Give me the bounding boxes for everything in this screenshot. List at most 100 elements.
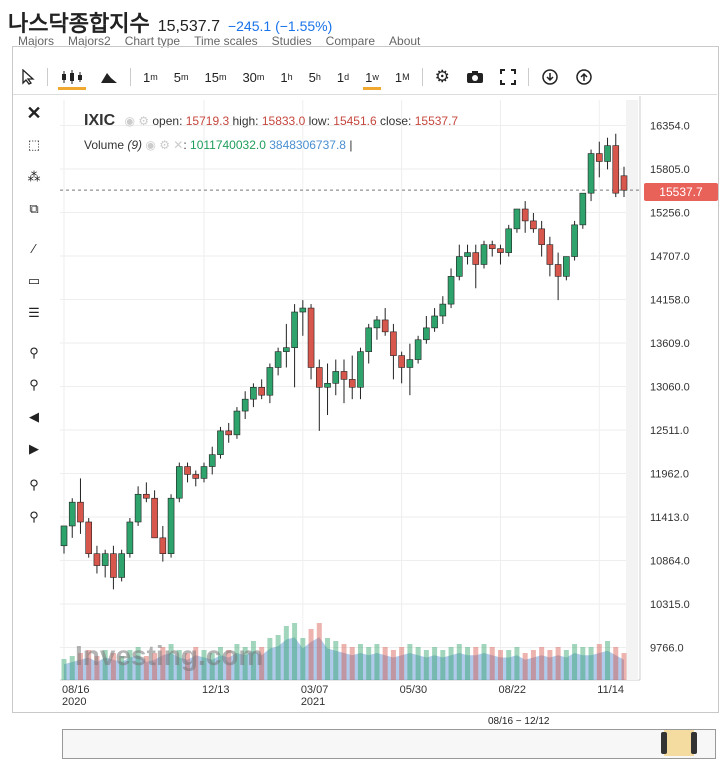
volume-value-1: 1011740032.0 <box>190 138 266 152</box>
index-change: −245.1 (−1.55%) <box>227 18 333 34</box>
low-value: 15451.6 <box>333 114 377 128</box>
fullscreen-icon <box>499 69 516 85</box>
navigator-range-label: 08/16 − 12/12 <box>488 716 550 727</box>
toolbar-separator <box>130 68 131 86</box>
navigator-selection[interactable] <box>664 730 694 756</box>
gear-icon: ⚙ <box>434 67 450 86</box>
index-price: 15,537.7 <box>157 18 220 35</box>
toolbar-separator <box>527 68 529 86</box>
download-icon <box>542 69 558 85</box>
timeframe-button[interactable]: 15 m <box>196 60 234 94</box>
menu-item[interactable]: Majors <box>18 34 55 48</box>
area-type-button[interactable] <box>92 60 126 94</box>
timeframe-unit: m <box>218 72 227 82</box>
close-label: close: <box>380 114 412 128</box>
rectangle-tool-icon[interactable]: ▭ <box>27 273 41 288</box>
high-label: high: <box>232 114 259 128</box>
timeframe-unit: w <box>372 72 379 82</box>
volume-legend: Volume (9) ◉ ⚙ ✕: 1011740032.0 384830673… <box>84 138 353 152</box>
index-name: 나스닥종합지수 <box>8 11 150 36</box>
navigator-right-handle[interactable] <box>691 732 697 754</box>
scroll-right-icon[interactable]: ▶ <box>29 441 39 456</box>
select-tool-icon[interactable]: ⬚ <box>27 137 41 152</box>
timeframe-value: 1 <box>336 69 345 85</box>
timeframe-value: 1 <box>143 69 151 85</box>
close-value: 15537.7 <box>414 114 459 128</box>
timeframe-unit: h <box>287 72 293 82</box>
timeframe-value: 5 <box>173 69 181 85</box>
menu-item[interactable]: Compare <box>325 34 376 48</box>
cursor-icon <box>22 69 35 85</box>
volume-label: Volume <box>84 138 125 152</box>
timeframe-value: 1 <box>280 69 288 85</box>
chart-toolbar: 1 m 5 m 15 m 30 m 1 h 5 h 1 d 1 w 1 M ⚙ <box>13 60 717 95</box>
current-price-tag: 15537.7 <box>644 183 718 201</box>
navigator[interactable] <box>62 729 716 759</box>
timeframe-unit: m <box>180 72 189 82</box>
candles-icon <box>62 70 82 84</box>
close-icon[interactable]: ✕ <box>26 103 42 123</box>
zoom-out-icon[interactable]: ⚲ <box>29 377 39 392</box>
menu-item[interactable]: Studies <box>271 34 312 48</box>
volume-settings-icon[interactable]: ◉ ⚙ ✕ <box>145 138 184 152</box>
ohlc-legend: IXIC ◉ ⚙ open: 15719.3 high: 15833.0 low… <box>84 112 458 130</box>
menu-item[interactable]: Time scales <box>194 34 258 48</box>
timeframe-value: 1 <box>394 69 403 85</box>
upload-icon <box>576 69 592 85</box>
timeframe-value: 5 <box>308 69 316 85</box>
fullscreen-button[interactable] <box>492 60 524 94</box>
scroll-left-icon[interactable]: ◀ <box>29 409 39 424</box>
volume-separator: | <box>349 138 353 152</box>
timeframe-unit: d <box>344 72 350 82</box>
delete-drawings-icon[interactable]: ⁂ <box>27 169 41 184</box>
drawing-tools-panel: ✕ ⬚ ⁂ ⧉ ⁄ ▭ ☰ ⚲ ⚲ ◀ ▶ ⚲ ⚲ <box>13 96 53 536</box>
menu-item[interactable]: Majors2 <box>68 34 111 48</box>
symbol-label: IXIC <box>84 112 116 129</box>
menu-row: Majors Majors2 Chart type Time scales Studie… <box>18 34 434 48</box>
volume-value-2: 3848306737.8 <box>269 138 346 152</box>
zoom-in-icon[interactable]: ⚲ <box>29 345 39 360</box>
timeframe-unit: M <box>402 72 410 82</box>
timeframe-value: 15 <box>204 69 219 85</box>
open-label: open: <box>152 114 183 128</box>
camera-icon <box>466 71 483 83</box>
settings-button[interactable]: ⚙ <box>427 60 458 94</box>
download-button[interactable] <box>533 60 567 94</box>
navigator-left-handle[interactable] <box>661 732 667 754</box>
timeframe-unit: h <box>315 72 321 82</box>
menu-item[interactable]: Chart type <box>124 34 181 48</box>
open-value: 15719.3 <box>185 114 230 128</box>
timeframe-unit: m <box>150 72 158 82</box>
fibonacci-tool-icon[interactable]: ☰ <box>28 305 40 320</box>
timeframe-button[interactable]: 30 m <box>234 60 272 94</box>
timeframe-value: 30 <box>242 69 257 85</box>
timeframe-group: 1 m 5 m 15 m 30 m 1 h 5 h 1 d 1 w 1 M <box>135 60 418 94</box>
trendline-tool-icon[interactable]: ⁄ <box>32 241 36 256</box>
low-label: low: <box>308 114 330 128</box>
timeframe-value: 1 <box>365 69 373 85</box>
toolbar-separator <box>47 68 48 86</box>
zoom-fit-icon[interactable]: ⚲ <box>29 509 39 524</box>
title-row: 나스닥종합지수 15,537.7 −245.1 (−1.55%) <box>8 6 332 36</box>
cursor-tool-button[interactable] <box>13 60 43 94</box>
candles-type-button[interactable] <box>52 60 92 94</box>
clone-tool-icon[interactable]: ⧉ <box>29 201 39 216</box>
snapshot-button[interactable] <box>458 60 492 94</box>
zoom-reset-icon[interactable]: ⚲ <box>29 477 39 492</box>
high-value: 15833.0 <box>261 114 306 128</box>
eye-icon[interactable]: ◉ ⚙ <box>124 114 150 128</box>
area-chart-icon <box>101 73 117 83</box>
timeframe-unit: m <box>256 72 265 82</box>
menu-item[interactable]: About <box>389 34 421 48</box>
upload-button[interactable] <box>567 60 601 94</box>
chart-frame <box>12 46 719 713</box>
toolbar-separator <box>421 68 423 86</box>
volume-param: (9) <box>127 138 143 152</box>
